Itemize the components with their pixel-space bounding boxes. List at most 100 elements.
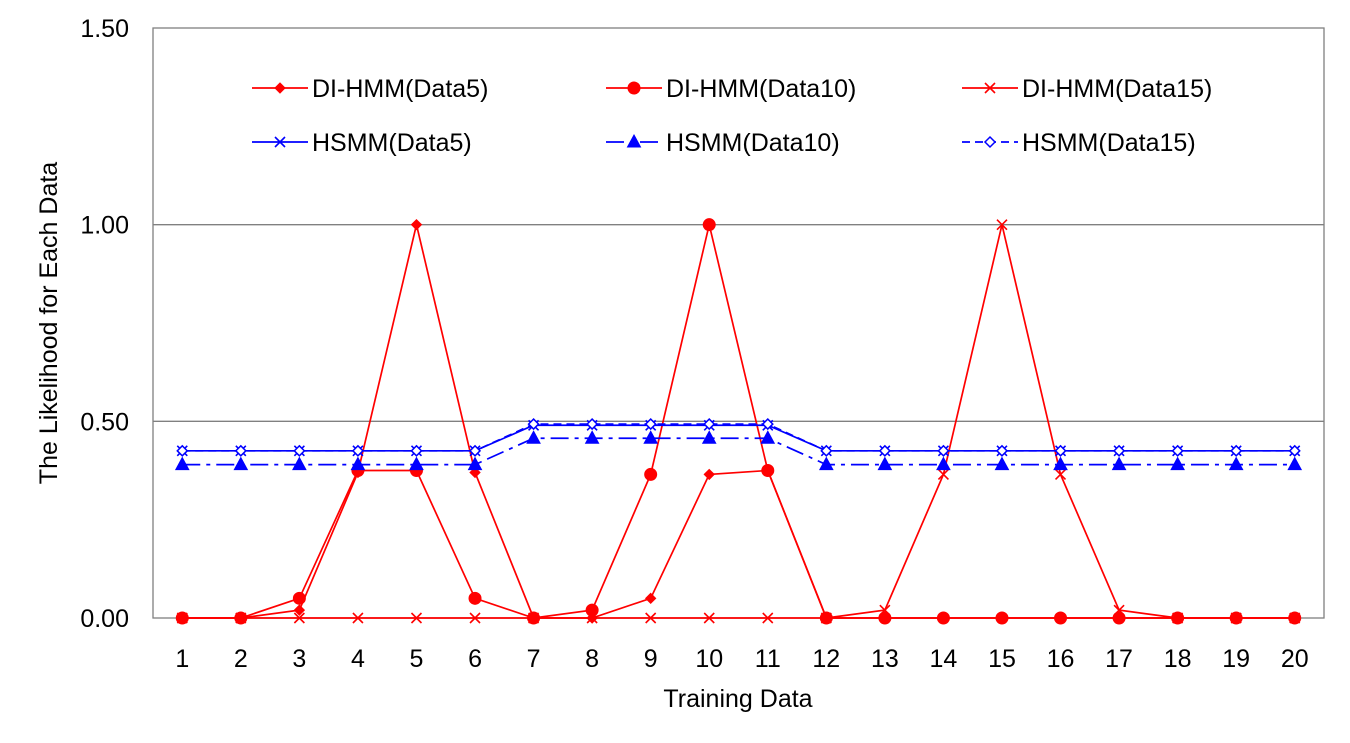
data-point: [176, 612, 188, 624]
y-tick-label: 1.50: [80, 15, 129, 43]
data-point: [761, 418, 774, 431]
data-point: [701, 430, 717, 444]
data-point: [820, 444, 833, 457]
legend-marker: [983, 135, 997, 149]
series-line: [182, 224, 1295, 619]
data-point: [293, 612, 305, 624]
data-point: [936, 456, 951, 471]
data-point: [702, 218, 716, 232]
legend-marker: [274, 82, 286, 94]
data-point: [1170, 456, 1185, 471]
data-point: [176, 444, 189, 457]
series-3: [176, 219, 1301, 624]
data-point: [995, 444, 1009, 457]
x-tick-label: 4: [351, 645, 365, 673]
legend-item: DI-HMM(Data5): [252, 75, 488, 103]
x-tick-label: 2: [234, 645, 248, 673]
data-point: [643, 430, 659, 444]
data-point: [937, 468, 949, 480]
legend-label: DI-HMM(Data10): [666, 75, 856, 103]
data-point: [1111, 456, 1127, 471]
data-point: [1288, 444, 1301, 457]
x-tick-label: 19: [1222, 645, 1250, 673]
data-point: [526, 430, 541, 444]
data-point: [468, 591, 482, 605]
data-point: [585, 603, 599, 617]
data-point: [1171, 444, 1184, 457]
legend-label: HSMM(Data10): [666, 129, 840, 157]
data-point: [1287, 456, 1303, 471]
data-point: [937, 444, 950, 457]
data-point: [352, 612, 364, 624]
data-point: [409, 456, 424, 471]
legend-label: DI-HMM(Data15): [1022, 75, 1212, 103]
data-point: [644, 592, 657, 605]
data-point: [410, 612, 423, 624]
legend-marker: [627, 81, 641, 95]
data-point: [1054, 611, 1068, 625]
data-point: [878, 444, 891, 457]
legend-label: HSMM(Data15): [1022, 129, 1196, 157]
legend-item: DI-HMM(Data10): [606, 75, 856, 103]
data-point: [994, 456, 1010, 471]
data-point: [410, 444, 423, 457]
data-point: [468, 444, 482, 457]
y-tick-label: 0.50: [80, 408, 129, 436]
data-point: [703, 612, 715, 624]
data-point: [293, 604, 306, 616]
data-point: [586, 418, 599, 431]
data-point: [703, 418, 716, 431]
y-axis-title: The Likelihood for Each Data: [35, 162, 63, 485]
data-point: [818, 456, 834, 471]
data-point: [878, 611, 892, 625]
legend-item: HSMM(Data5): [252, 129, 472, 157]
y-axis-tick-labels: 0.00 0.50 1.00 1.50: [80, 15, 129, 633]
data-point: [293, 444, 306, 457]
x-tick-label: 17: [1105, 645, 1133, 673]
data-point: [703, 468, 715, 481]
series-5: [174, 430, 1303, 471]
data-point: [292, 456, 307, 471]
data-point: [467, 456, 483, 471]
legend-marker: [626, 133, 642, 148]
y-tick-label: 0.00: [80, 605, 129, 633]
data-point: [1054, 468, 1067, 480]
data-point: [645, 612, 657, 624]
data-point: [760, 430, 776, 444]
data-point: [995, 611, 1009, 625]
data-point: [1228, 456, 1244, 471]
data-point: [410, 218, 423, 231]
data-point: [1113, 604, 1125, 616]
x-tick-label: 3: [292, 645, 306, 673]
x-tick-label: 16: [1047, 645, 1075, 673]
data-point: [820, 612, 832, 624]
plot-area-frame: [152, 27, 1325, 619]
data-point: [1289, 612, 1301, 624]
data-point: [292, 591, 306, 605]
x-tick-label: 6: [468, 645, 482, 673]
data-point: [1053, 456, 1068, 471]
data-point: [936, 611, 950, 625]
data-point: [879, 604, 891, 616]
data-point: [761, 464, 775, 477]
data-point: [584, 430, 600, 444]
legend-label: HSMM(Data5): [312, 129, 472, 157]
x-axis-title: Training Data: [663, 685, 812, 713]
x-axis-tick-labels: 1 2 3 4 5 6 7 8 9 10 11 12 13 14 15 16 17 18 19 20: [175, 645, 1308, 673]
series-line: [182, 224, 1295, 619]
data-point: [1054, 444, 1067, 457]
data-point: [1172, 612, 1184, 624]
legend-item: HSMM(Data15): [962, 129, 1196, 157]
y-tick-label: 1.00: [80, 212, 129, 240]
legend-item: DI-HMM(Data15): [962, 75, 1212, 103]
legend: DI-HMM(Data5) DI-HMM(Data10) DI-HMM(Data15…: [252, 75, 1212, 157]
x-tick-label: 13: [871, 645, 899, 673]
data-point: [351, 444, 364, 457]
data-point: [1230, 444, 1243, 457]
data-point: [1113, 444, 1126, 457]
legend-marker: [274, 136, 286, 148]
data-point: [586, 612, 598, 624]
data-point: [644, 418, 657, 431]
x-tick-label: 5: [410, 645, 424, 673]
